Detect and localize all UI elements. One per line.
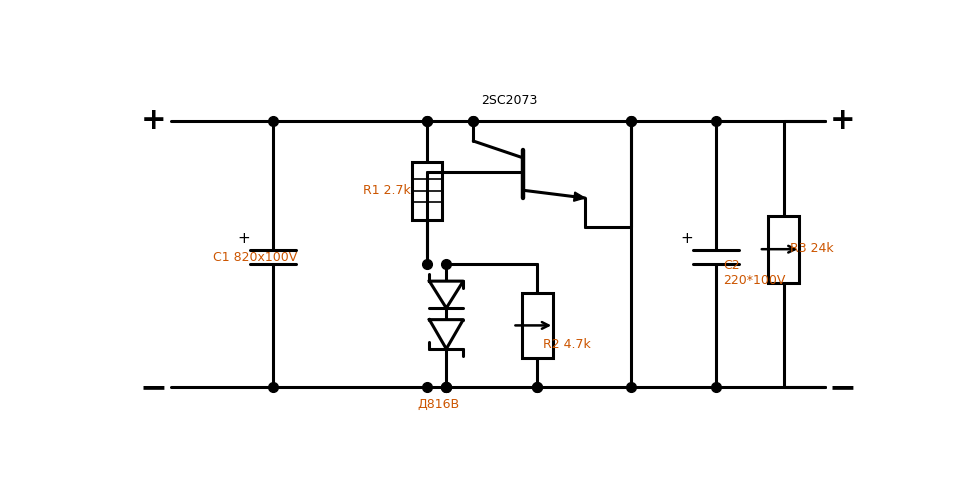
Polygon shape — [574, 192, 585, 201]
Polygon shape — [429, 281, 464, 308]
Text: 2SC2073: 2SC2073 — [481, 94, 537, 107]
Bar — [412, 162, 442, 219]
Text: +: + — [237, 230, 251, 245]
Text: C1 820x100V: C1 820x100V — [213, 251, 297, 264]
Bar — [768, 215, 799, 282]
Text: −: − — [140, 371, 168, 404]
Text: R1 2.7k: R1 2.7k — [363, 184, 411, 197]
Text: +: + — [829, 107, 855, 135]
Text: R3 24k: R3 24k — [790, 242, 833, 255]
Text: C2
220*100V: C2 220*100V — [724, 259, 786, 287]
Text: R2 4.7k: R2 4.7k — [544, 338, 591, 351]
Bar — [522, 293, 552, 358]
Polygon shape — [429, 320, 464, 349]
Text: +: + — [141, 107, 167, 135]
Text: −: − — [828, 371, 856, 404]
Text: Д816В: Д816В — [417, 398, 460, 411]
Text: +: + — [681, 230, 693, 245]
